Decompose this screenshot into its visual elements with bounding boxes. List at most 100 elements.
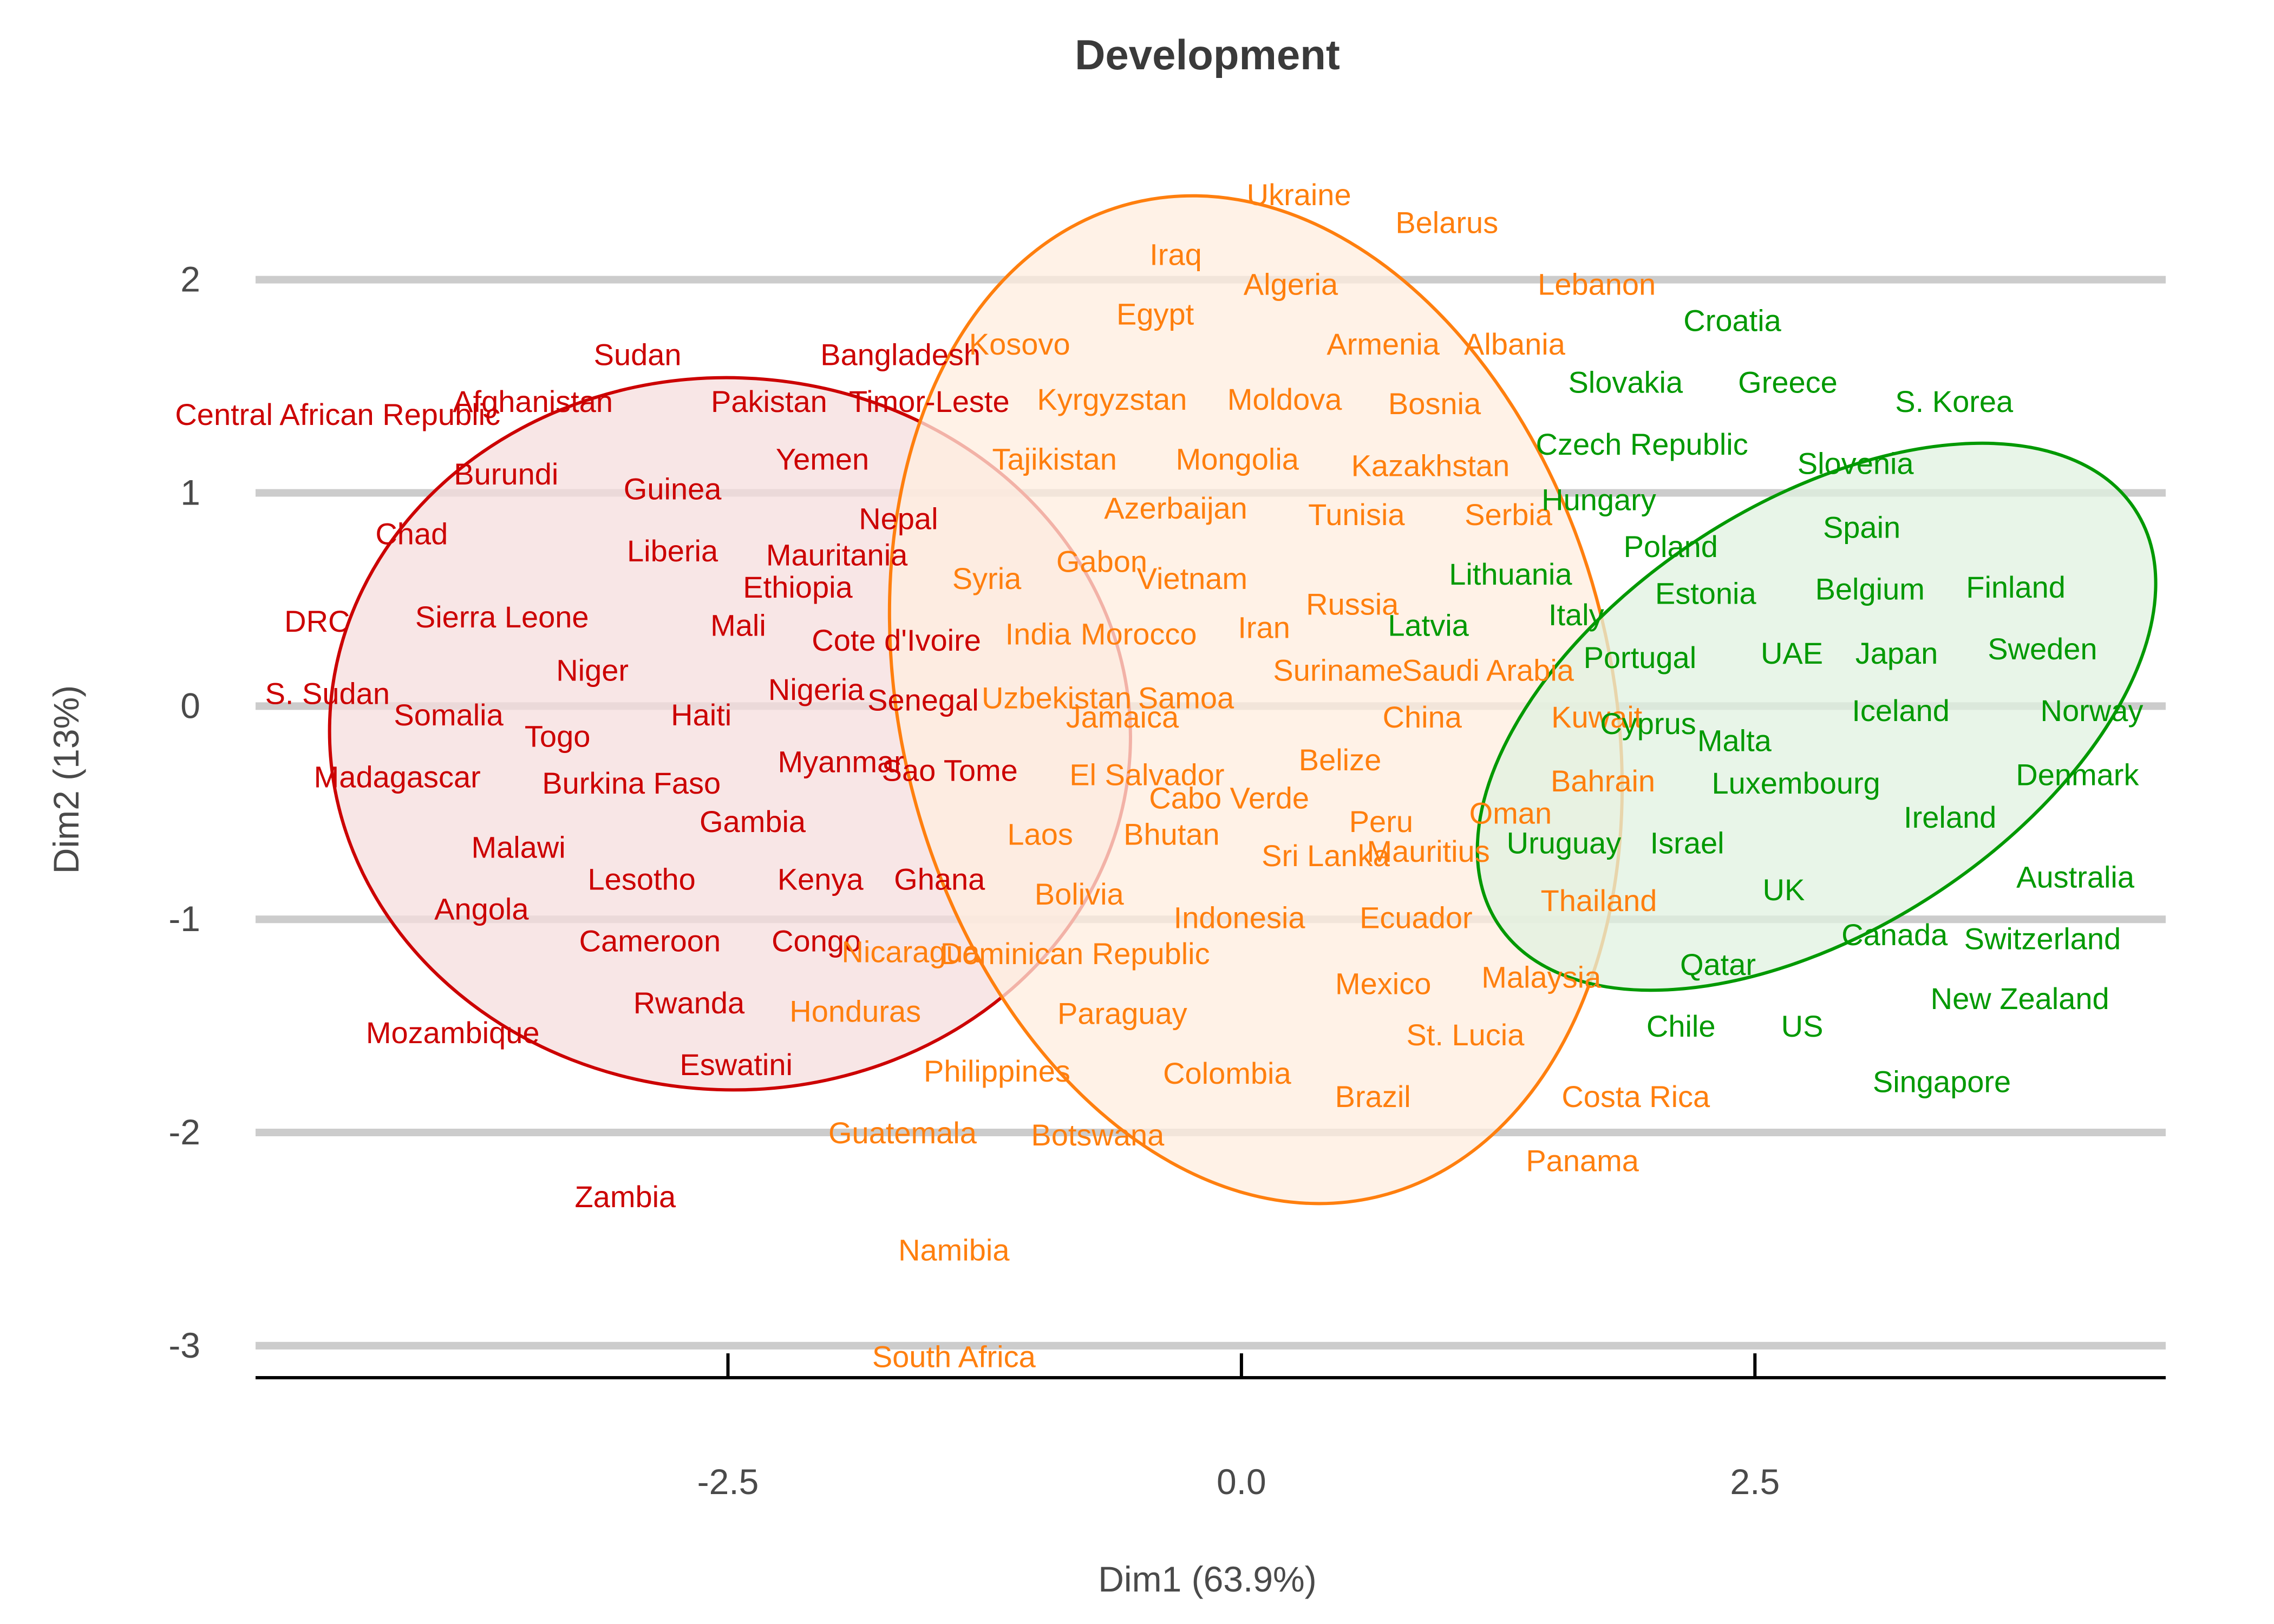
point-label: South Africa — [872, 1340, 1036, 1374]
point-label: Jamaica — [1066, 700, 1179, 734]
point-label: Iran — [1238, 611, 1290, 645]
point-label: Kazakhstan — [1351, 448, 1510, 482]
point-label: Vietnam — [1137, 561, 1247, 595]
point-label: Burkina Faso — [542, 766, 721, 800]
point-label: Finland — [1966, 570, 2066, 604]
point-label: Mozambique — [366, 1016, 540, 1050]
point-label: Samoa — [1138, 681, 1234, 715]
point-label: DRC — [284, 604, 350, 638]
point-label: Syria — [952, 561, 1022, 595]
point-label: Italy — [1548, 598, 1604, 632]
point-label: Afghanistan — [453, 384, 613, 418]
point-label: Togo — [525, 719, 590, 753]
point-label: Hungary — [1541, 482, 1656, 516]
point-label: Azerbaijan — [1104, 491, 1247, 525]
point-label: Cabo Verde — [1149, 781, 1309, 815]
point-label: Angola — [434, 892, 529, 926]
point-label: Lithuania — [1449, 557, 1572, 591]
point-label: Ghana — [894, 862, 985, 896]
y-tick-label: -3 — [168, 1325, 200, 1365]
point-label: Cameroon — [579, 924, 721, 958]
point-label: Armenia — [1327, 327, 1440, 361]
point-label: India — [1005, 617, 1071, 651]
point-label: Liberia — [627, 534, 718, 568]
point-label: New Zealand — [1931, 981, 2109, 1016]
point-label: Indonesia — [1174, 900, 1306, 934]
point-label: Croatia — [1683, 303, 1781, 337]
x-tick-label: -2.5 — [697, 1462, 759, 1502]
point-label: Cote d'Ivoire — [812, 623, 981, 657]
point-label: Sao Tome — [882, 754, 1018, 788]
point-label: Russia — [1306, 587, 1399, 621]
point-label: Denmark — [2016, 757, 2139, 791]
point-label: Luxembourg — [1712, 766, 1880, 800]
point-label: Bosnia — [1388, 387, 1481, 421]
point-label: Eswatini — [679, 1047, 793, 1082]
x-tick-label: 0.0 — [1217, 1462, 1266, 1502]
x-axis-title: Dim1 (63.9%) — [1098, 1559, 1316, 1599]
cluster_2-ellipse — [887, 194, 1624, 1206]
point-label: Serbia — [1465, 497, 1553, 532]
point-label: Colombia — [1163, 1056, 1291, 1090]
point-label: Uruguay — [1507, 826, 1622, 860]
point-label: Senegal — [867, 683, 979, 717]
point-label: Brazil — [1335, 1079, 1411, 1114]
point-label: Iraq — [1149, 237, 1202, 271]
point-label: China — [1383, 700, 1462, 734]
point-label: Greece — [1738, 365, 1838, 400]
point-label: Mauritius — [1367, 834, 1490, 868]
point-label: Haiti — [671, 698, 731, 732]
point-label: Switzerland — [1964, 922, 2121, 956]
point-labels: Central African Republic Sudan Bangladesh A… — [175, 178, 2143, 1374]
point-label: Iceland — [1852, 693, 1950, 728]
point-label: Latvia — [1388, 608, 1469, 643]
x-tick-label: 2.5 — [1730, 1462, 1780, 1502]
point-label: El Salvador — [1069, 757, 1224, 791]
point-label: Kuwait — [1551, 700, 1643, 734]
point-label: UK — [1763, 873, 1805, 907]
cluster-ellipses — [328, 194, 2158, 1206]
point-label: Norway — [2041, 693, 2144, 728]
point-label: Egypt — [1116, 297, 1194, 331]
point-label: Czech Republic — [1536, 427, 1748, 461]
point-label: Australia — [2016, 860, 2135, 894]
point-label: Ukraine — [1247, 178, 1351, 212]
y-tick-label: 1 — [180, 472, 200, 512]
point-label: Canada — [1841, 918, 1948, 952]
point-label: Belize — [1299, 743, 1382, 777]
point-label: Yemen — [776, 442, 869, 476]
point-label: Morocco — [1081, 617, 1197, 651]
point-label: Dominican Republic — [940, 937, 1210, 971]
point-label: Niger — [556, 653, 629, 687]
point-label: St. Lucia — [1406, 1018, 1525, 1052]
point-label: Namibia — [898, 1233, 1010, 1267]
point-label: Cyprus — [1600, 706, 1696, 741]
point-label: UAE — [1761, 636, 1823, 670]
y-tick-label: -1 — [168, 899, 200, 939]
point-label: Slovakia — [1568, 365, 1683, 400]
point-label: Saudi Arabia — [1402, 653, 1574, 687]
point-label: S. Korea — [1895, 384, 2014, 418]
point-label: Zambia — [574, 1180, 676, 1214]
point-label: Thailand — [1541, 883, 1657, 918]
point-label: Sierra Leone — [415, 600, 589, 634]
point-label: Burundi — [454, 457, 558, 491]
point-label: Portugal — [1584, 640, 1697, 675]
y-tick-label: 0 — [180, 685, 200, 725]
y-tick-label: -2 — [168, 1112, 200, 1152]
point-label: Somalia — [394, 698, 504, 732]
point-label: Singapore — [1873, 1065, 2011, 1099]
point-label: Congo — [772, 924, 861, 958]
point-label: Sudan — [594, 337, 682, 371]
point-label: Sri Lanka — [1262, 839, 1390, 873]
point-label: Kosovo — [969, 327, 1070, 361]
point-label: Peru — [1349, 804, 1413, 839]
point-label: Lesotho — [588, 862, 696, 896]
point-label: Chad — [375, 516, 448, 551]
point-label: Madagascar — [314, 759, 481, 794]
point-label: Bhutan — [1123, 817, 1220, 852]
point-label: Malawi — [471, 830, 565, 864]
point-label: Costa Rica — [1561, 1079, 1710, 1114]
point-label: Oman — [1469, 796, 1552, 830]
cluster_3-ellipse — [1475, 441, 2158, 992]
